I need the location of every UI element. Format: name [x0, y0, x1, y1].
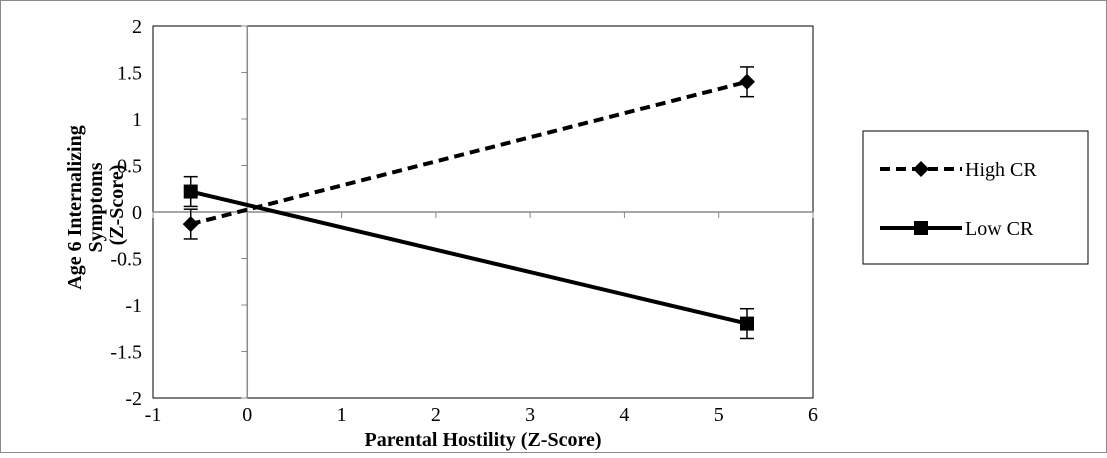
series-layer [182, 66, 755, 340]
legend-label-low-cr: Low CR [965, 218, 1034, 240]
y-tick-label: -2 [125, 388, 142, 410]
legend-label-high-cr: High CR [965, 159, 1037, 181]
y-tick-label: 2 [132, 16, 142, 38]
y-axis-title: Age 6 Internalizing Symptoms (Z-Score) [64, 120, 128, 289]
y-tick-label: -1.5 [110, 342, 142, 364]
x-tick-label: 4 [619, 404, 629, 426]
y-tick-label: -0.5 [110, 249, 142, 271]
y-axis-title-line-3: (Z-Score) [106, 165, 128, 246]
y-tick-label: -1 [125, 295, 142, 317]
x-tick-label: 2 [431, 404, 441, 426]
axes: -1 0 1 2 3 4 5 6 2 1.5 1 0.5 0 -0.5 -1 -1.5 -2 [110, 16, 818, 426]
x-tick-label: 1 [337, 404, 347, 426]
y-tick-label: 1.5 [117, 63, 142, 85]
x-tick-label: -1 [145, 404, 162, 426]
y-axis-title-line-2: Symptoms [85, 162, 107, 252]
data-point-diamond [182, 216, 199, 233]
y-tick-label: 0 [132, 202, 142, 224]
x-tick-label: 0 [242, 404, 252, 426]
x-tick-label: 5 [714, 404, 724, 426]
data-point-diamond [739, 73, 755, 90]
legend-box [862, 130, 1089, 265]
x-axis-title: Parental Hostility (Z-Score) [365, 429, 602, 451]
data-point-square [740, 316, 754, 331]
legend-marker-diamond [913, 161, 929, 177]
data-point-square [183, 184, 198, 199]
y-axis-title-line-1: Age 6 Internalizing [64, 125, 86, 289]
series-line-1 [190, 189, 748, 326]
x-tick-label: 6 [808, 404, 818, 426]
y-tick-label: 0.5 [117, 156, 142, 178]
legend-marker-square [914, 221, 928, 235]
x-tick-label: 3 [525, 404, 535, 426]
y-tick-label: 1 [132, 109, 142, 131]
legend: High CR Low CR [862, 130, 1089, 265]
